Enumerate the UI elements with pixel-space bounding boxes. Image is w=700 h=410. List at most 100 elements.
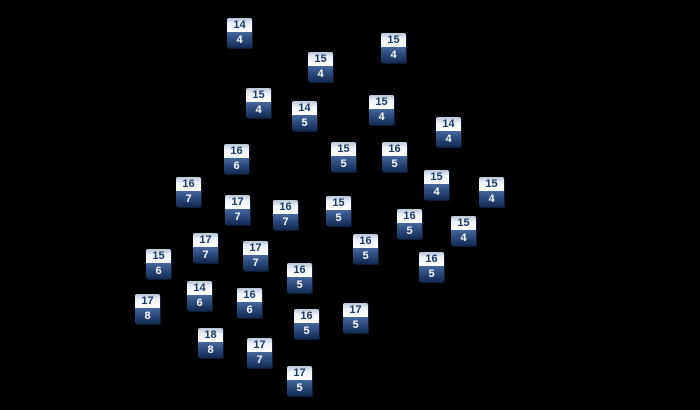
- badge-top-half: 18: [198, 328, 223, 342]
- badge-bottom-half: 7: [225, 209, 250, 225]
- unit-badge[interactable]: 18 8: [198, 328, 223, 358]
- badge-bottom-half: 4: [227, 32, 252, 48]
- unit-badge[interactable]: 15 6: [146, 249, 171, 279]
- badge-bottom-half: 7: [273, 214, 298, 230]
- unit-badge[interactable]: 14 4: [227, 18, 252, 48]
- badge-top-half: 14: [227, 18, 252, 32]
- badge-bottom-value: 8: [144, 309, 151, 322]
- unit-badge[interactable]: 14 5: [292, 101, 317, 131]
- badge-bottom-half: 5: [287, 277, 312, 293]
- unit-badge[interactable]: 17 7: [247, 338, 272, 368]
- unit-badge[interactable]: 14 4: [436, 117, 461, 147]
- unit-badge[interactable]: 16 5: [294, 309, 319, 339]
- badge-bottom-half: 5: [292, 115, 317, 131]
- badge-top-half: 16: [176, 177, 201, 191]
- badge-top-half: 17: [193, 233, 218, 247]
- unit-badge[interactable]: 17 8: [135, 294, 160, 324]
- badge-bottom-half: 6: [146, 263, 171, 279]
- badge-top-value: 17: [141, 294, 154, 307]
- badge-top-value: 15: [152, 249, 165, 262]
- badge-top-value: 16: [182, 177, 195, 190]
- unit-badge[interactable]: 16 5: [353, 234, 378, 264]
- unit-badge[interactable]: 16 5: [397, 209, 422, 239]
- badge-top-half: 15: [479, 177, 504, 191]
- badge-bottom-value: 5: [362, 249, 369, 262]
- unit-badge[interactable]: 16 5: [287, 263, 312, 293]
- unit-badge[interactable]: 15 4: [451, 216, 476, 246]
- badge-bottom-value: 5: [428, 267, 435, 280]
- badge-top-value: 17: [293, 366, 306, 379]
- badge-bottom-half: 4: [424, 184, 449, 200]
- unit-badge[interactable]: 17 5: [287, 366, 312, 396]
- unit-badge[interactable]: 17 7: [193, 233, 218, 263]
- unit-badge[interactable]: 16 7: [176, 177, 201, 207]
- badge-top-half: 15: [326, 196, 351, 210]
- badge-bottom-half: 5: [419, 266, 444, 282]
- badge-bottom-half: 7: [176, 191, 201, 207]
- badge-top-value: 17: [231, 195, 244, 208]
- badge-bottom-half: 4: [246, 102, 271, 118]
- badge-bottom-value: 5: [352, 318, 359, 331]
- badge-top-value: 17: [253, 338, 266, 351]
- badge-bottom-value: 5: [340, 157, 347, 170]
- badge-top-half: 16: [224, 144, 249, 158]
- badge-top-value: 16: [279, 200, 292, 213]
- unit-badge[interactable]: 16 5: [382, 142, 407, 172]
- unit-badge[interactable]: 16 7: [273, 200, 298, 230]
- badge-top-half: 17: [287, 366, 312, 380]
- badge-bottom-value: 6: [196, 296, 203, 309]
- badge-top-value: 17: [349, 303, 362, 316]
- badge-top-half: 16: [294, 309, 319, 323]
- unit-badge[interactable]: 15 4: [479, 177, 504, 207]
- badge-top-half: 14: [436, 117, 461, 131]
- badge-bottom-half: 5: [397, 223, 422, 239]
- badge-bottom-half: 4: [436, 131, 461, 147]
- badge-bottom-half: 5: [326, 210, 351, 226]
- badge-top-value: 15: [252, 88, 265, 101]
- badge-top-value: 15: [485, 177, 498, 190]
- badge-bottom-half: 5: [294, 323, 319, 339]
- badge-top-value: 15: [337, 142, 350, 155]
- unit-badge[interactable]: 15 4: [381, 33, 406, 63]
- badge-top-value: 15: [387, 33, 400, 46]
- badge-top-value: 14: [442, 117, 455, 130]
- badge-top-value: 15: [375, 95, 388, 108]
- badge-bottom-value: 7: [282, 215, 289, 228]
- badge-top-half: 16: [287, 263, 312, 277]
- unit-badge[interactable]: 15 4: [246, 88, 271, 118]
- badge-top-half: 15: [308, 52, 333, 66]
- unit-badge[interactable]: 16 5: [419, 252, 444, 282]
- badge-top-value: 14: [233, 18, 246, 31]
- badge-top-half: 15: [369, 95, 394, 109]
- badge-top-half: 16: [382, 142, 407, 156]
- badge-top-half: 14: [187, 281, 212, 295]
- unit-badge[interactable]: 17 5: [343, 303, 368, 333]
- badge-bottom-half: 7: [247, 352, 272, 368]
- badge-bottom-value: 4: [236, 33, 243, 46]
- badge-top-half: 16: [273, 200, 298, 214]
- unit-badge[interactable]: 16 6: [237, 288, 262, 318]
- unit-badge[interactable]: 17 7: [225, 195, 250, 225]
- badge-top-value: 17: [249, 241, 262, 254]
- badge-top-value: 17: [199, 233, 212, 246]
- badge-top-value: 16: [300, 309, 313, 322]
- badge-top-half: 15: [381, 33, 406, 47]
- unit-badge[interactable]: 15 4: [424, 170, 449, 200]
- badge-bottom-value: 6: [155, 264, 162, 277]
- badge-bottom-half: 7: [193, 247, 218, 263]
- unit-badge[interactable]: 15 5: [326, 196, 351, 226]
- badge-top-value: 16: [403, 209, 416, 222]
- unit-badge[interactable]: 15 4: [369, 95, 394, 125]
- badge-bottom-half: 8: [198, 342, 223, 358]
- badge-bottom-half: 8: [135, 308, 160, 324]
- badge-top-half: 16: [353, 234, 378, 248]
- badge-bottom-half: 5: [353, 248, 378, 264]
- badge-bottom-value: 4: [445, 132, 452, 145]
- unit-badge[interactable]: 15 5: [331, 142, 356, 172]
- badge-top-value: 16: [359, 234, 372, 247]
- unit-badge[interactable]: 16 6: [224, 144, 249, 174]
- badge-bottom-value: 6: [246, 303, 253, 316]
- unit-badge[interactable]: 17 7: [243, 241, 268, 271]
- unit-badge[interactable]: 15 4: [308, 52, 333, 82]
- unit-badge[interactable]: 14 6: [187, 281, 212, 311]
